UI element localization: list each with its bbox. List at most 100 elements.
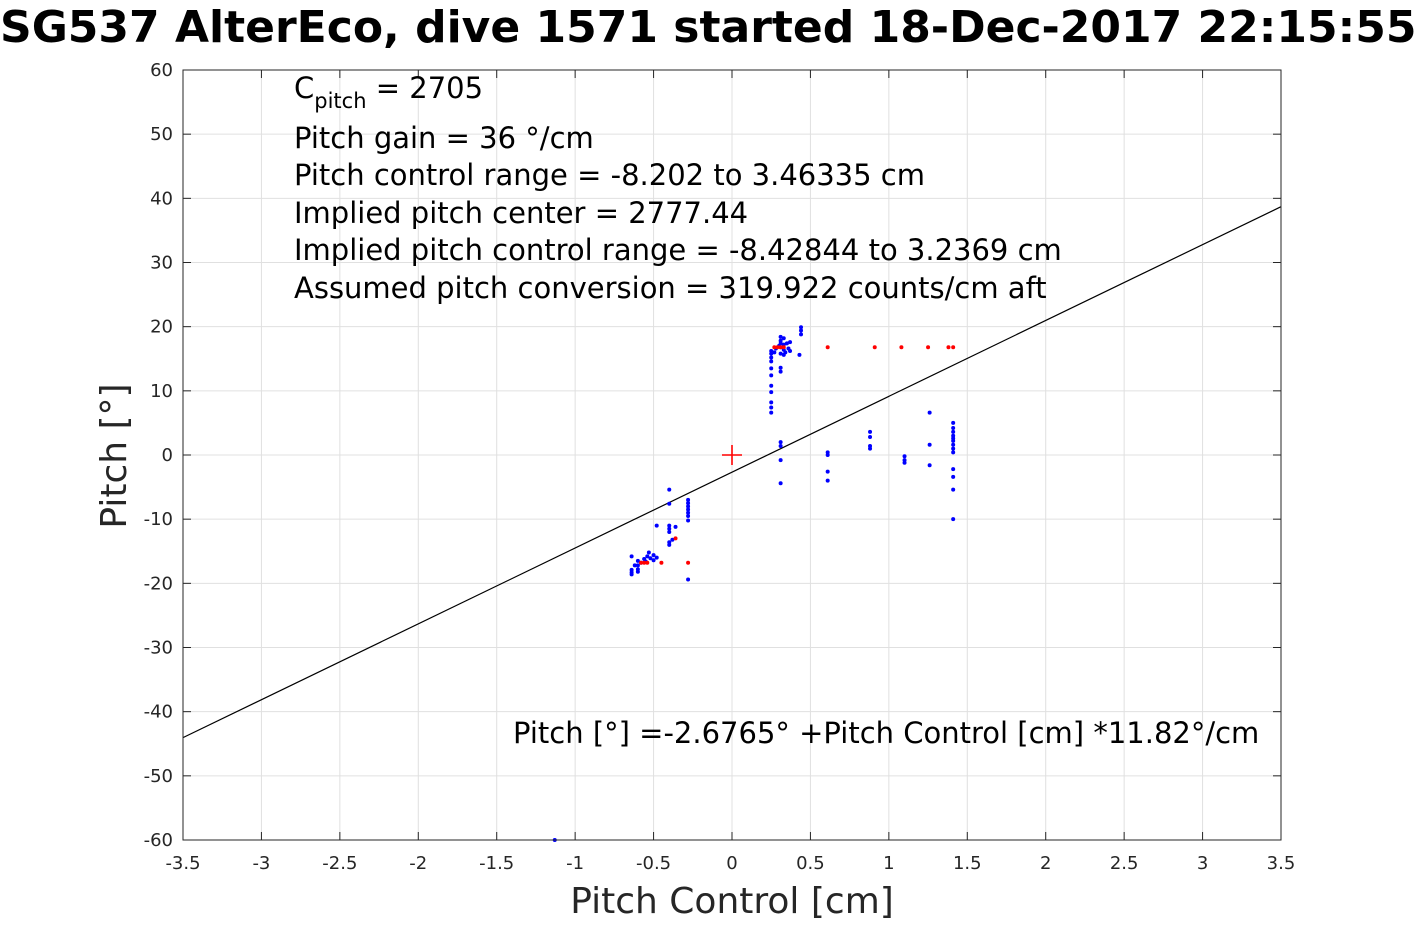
data-point xyxy=(769,355,774,360)
data-point xyxy=(772,350,777,355)
fit-equation: Pitch [°] =-2.6765° +Pitch Control [cm] … xyxy=(513,716,1259,750)
data-point xyxy=(799,325,804,330)
data-point xyxy=(825,345,830,350)
annotation-line: Assumed pitch conversion = 319.922 count… xyxy=(294,271,1047,305)
data-point xyxy=(778,369,783,374)
data-point xyxy=(629,554,634,559)
data-point xyxy=(629,572,634,577)
data-point xyxy=(686,577,691,582)
x-tick-label: 2 xyxy=(1040,853,1051,874)
data-point xyxy=(667,542,672,547)
data-point xyxy=(686,513,691,518)
data-point xyxy=(927,442,932,447)
annotation-line: Pitch gain = 36 °/cm xyxy=(294,121,594,155)
data-point xyxy=(667,501,672,506)
data-point xyxy=(825,478,830,483)
c-pitch-label: C xyxy=(294,71,314,105)
y-tick-label: -10 xyxy=(144,509,173,530)
data-point xyxy=(769,359,774,364)
annotation-line: Implied pitch center = 2777.44 xyxy=(294,196,748,230)
axis-ticks: -3.5 -3 -2.5 -2 -1.5 -1 -0.5 0 0.5 1 1.5 2 2.5 3 3.5 -6… xyxy=(144,60,1296,874)
data-point xyxy=(825,469,830,474)
x-tick-label: 3.5 xyxy=(1267,853,1296,874)
data-point xyxy=(667,523,672,528)
data-point xyxy=(686,501,691,506)
data-point xyxy=(951,438,956,443)
data-point xyxy=(639,560,644,565)
data-point xyxy=(670,537,675,542)
data-point xyxy=(659,560,664,565)
data-point xyxy=(667,530,672,534)
data-point xyxy=(797,352,802,357)
annotation-line: Implied pitch control range = -8.42844 t… xyxy=(294,233,1062,267)
data-point xyxy=(686,560,691,565)
data-point xyxy=(632,563,637,568)
x-tick-label: 3 xyxy=(1197,853,1208,874)
data-point xyxy=(642,560,647,565)
data-point xyxy=(778,345,783,350)
data-point xyxy=(667,526,672,531)
data-point xyxy=(769,390,774,395)
data-point xyxy=(769,400,774,405)
data-point xyxy=(778,444,783,449)
data-point xyxy=(899,345,904,350)
x-tick-label: -1.5 xyxy=(479,853,514,874)
data-point xyxy=(769,373,774,378)
data-point xyxy=(951,467,956,472)
y-tick-label: 60 xyxy=(150,60,173,81)
x-tick-label: -0.5 xyxy=(636,853,671,874)
data-point xyxy=(686,510,691,515)
data-point xyxy=(951,474,956,479)
y-tick-label: -40 xyxy=(144,702,173,723)
data-point xyxy=(686,497,691,502)
c-pitch-value: = 2705 xyxy=(367,71,484,105)
data-point xyxy=(645,560,650,565)
data-point xyxy=(951,345,956,350)
data-point xyxy=(868,435,873,440)
data-point xyxy=(784,341,789,346)
data-point xyxy=(778,440,783,445)
x-tick-label: -2 xyxy=(409,853,427,874)
data-point xyxy=(927,463,932,468)
y-axis-label: Pitch [°] xyxy=(94,383,135,528)
data-point xyxy=(927,410,932,415)
data-point xyxy=(951,487,956,492)
x-tick-label: 1.5 xyxy=(953,853,982,874)
x-tick-label: -2.5 xyxy=(322,853,357,874)
y-tick-label: -60 xyxy=(144,830,173,851)
data-point xyxy=(635,563,640,568)
annotation-line: Pitch control range = -8.202 to 3.46335 … xyxy=(294,158,925,192)
data-point xyxy=(946,345,951,350)
data-point xyxy=(799,328,804,333)
data-point xyxy=(654,555,659,560)
data-point xyxy=(872,345,877,350)
data-point xyxy=(667,487,672,492)
data-point xyxy=(778,365,783,370)
data-points xyxy=(552,325,956,842)
data-point xyxy=(673,524,678,529)
data-point xyxy=(769,349,774,354)
data-point xyxy=(825,453,830,457)
data-point xyxy=(673,536,678,541)
data-point xyxy=(686,507,691,512)
data-point xyxy=(868,446,873,451)
data-point xyxy=(926,345,931,350)
data-point xyxy=(951,426,956,431)
data-point xyxy=(651,553,656,558)
data-point xyxy=(781,345,786,350)
x-tick-label: 0.5 xyxy=(796,853,825,874)
data-point xyxy=(778,334,783,339)
data-point xyxy=(654,523,659,528)
data-point xyxy=(772,345,777,350)
data-point xyxy=(951,420,956,425)
data-point xyxy=(902,460,907,465)
fit-line xyxy=(182,206,1282,739)
data-point xyxy=(799,332,804,337)
data-point xyxy=(778,351,783,356)
y-tick-label: -50 xyxy=(144,766,173,787)
x-tick-label: 1 xyxy=(883,853,894,874)
data-point xyxy=(778,458,783,463)
y-tick-label: 40 xyxy=(150,188,173,209)
chart-title: SG537 AlterEco, dive 1571 started 18-Dec… xyxy=(0,2,1417,53)
